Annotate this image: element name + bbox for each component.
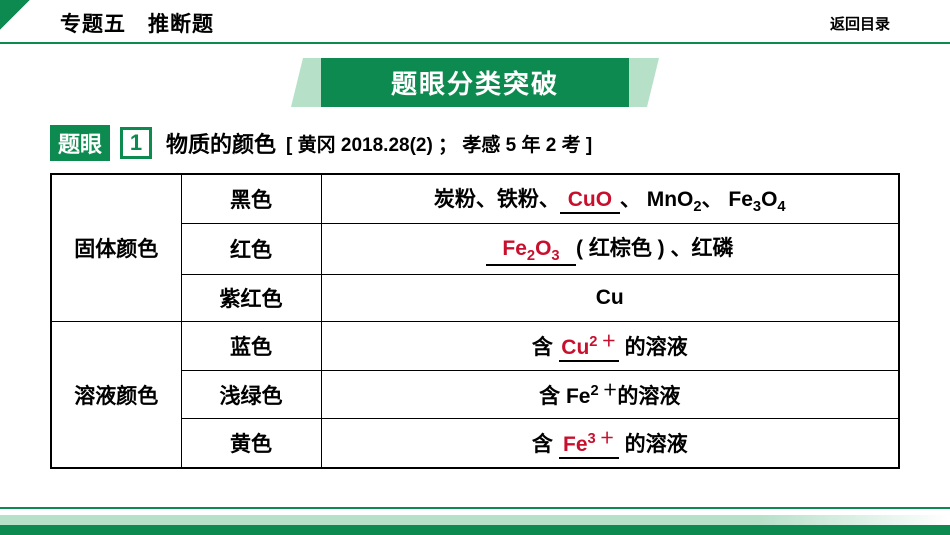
footer-line <box>0 507 950 509</box>
text: 含 Fe2 ＋的溶液 <box>539 385 680 408</box>
return-link[interactable]: 返回目录 <box>830 13 890 34</box>
key-title: 物质的颜色 <box>166 127 276 159</box>
text: 炭粉、铁粉、 <box>434 188 560 211</box>
table-row: 固体颜色 黑色 炭粉、铁粉、CuO、 MnO2、 Fe3O4 <box>51 174 899 224</box>
table-wrap: 固体颜色 黑色 炭粉、铁粉、 CuO 、 MnO2、 Fe3O4 红色 Fe2O3 (… <box>0 173 950 469</box>
text: ( 红棕色 ) 、红磷 <box>576 237 734 260</box>
color-cell: 红色 <box>181 224 321 275</box>
section-banner: 题眼分类突破 <box>321 58 629 107</box>
banner-wrap: 题眼分类突破 <box>0 58 950 107</box>
color-cell: 黄色 <box>181 419 321 469</box>
color-cell: 紫红色 <box>181 275 321 322</box>
color-table: 固体颜色 黑色 炭粉、铁粉、 CuO 、 MnO2、 Fe3O4 红色 Fe2O3 (… <box>50 173 900 469</box>
category-cell: 溶液颜色 <box>51 322 181 469</box>
color-cell: 黑色 <box>181 174 321 224</box>
key-note: [ 黄冈 2018.28(2) ； 孝感 5 年 2 考 ] <box>286 130 592 157</box>
content-cell: 炭粉、铁粉、 CuO 、 MnO2、 Fe3O4 <box>321 174 899 224</box>
content-cell: 含 Fe2 ＋的溶液 <box>321 371 899 419</box>
text: 含 <box>532 433 559 456</box>
footer-light <box>0 515 950 525</box>
footer-bar <box>0 525 950 535</box>
category-cell: 固体颜色 <box>51 174 181 322</box>
key-number: 1 <box>120 127 152 159</box>
answer: Cu2 ＋ <box>561 336 616 359</box>
key-tag: 题眼 <box>50 125 110 161</box>
content-cell: Fe2O3 ( 红棕色 ) 、红磷 <box>321 224 899 275</box>
corner-decor <box>0 0 30 30</box>
content-cell: 含 Cu2 ＋ 的溶液 <box>321 322 899 371</box>
text: 、 MnO2、 Fe3O4 <box>620 188 786 211</box>
content-cell: 含 Fe3 ＋ 的溶液 <box>321 419 899 469</box>
text: 含 <box>532 336 559 359</box>
key-row: 题眼 1 物质的颜色 [ 黄冈 2018.28(2) ； 孝感 5 年 2 考 … <box>0 125 950 161</box>
color-cell: 蓝色 <box>181 322 321 371</box>
text: 的溶液 <box>619 433 688 456</box>
topic-title: 专题五 推断题 <box>60 8 214 38</box>
content-cell: Cu <box>321 275 899 322</box>
color-cell: 浅绿色 <box>181 371 321 419</box>
text: 的溶液 <box>619 336 688 359</box>
answer: Fe2O3 <box>502 237 559 260</box>
table-row: 溶液颜色 蓝色 含 Cu2 ＋ 的溶液 <box>51 322 899 371</box>
answer: Fe3 ＋ <box>563 433 614 456</box>
header: 专题五 推断题 返回目录 <box>0 0 950 44</box>
answer: CuO <box>568 188 612 211</box>
